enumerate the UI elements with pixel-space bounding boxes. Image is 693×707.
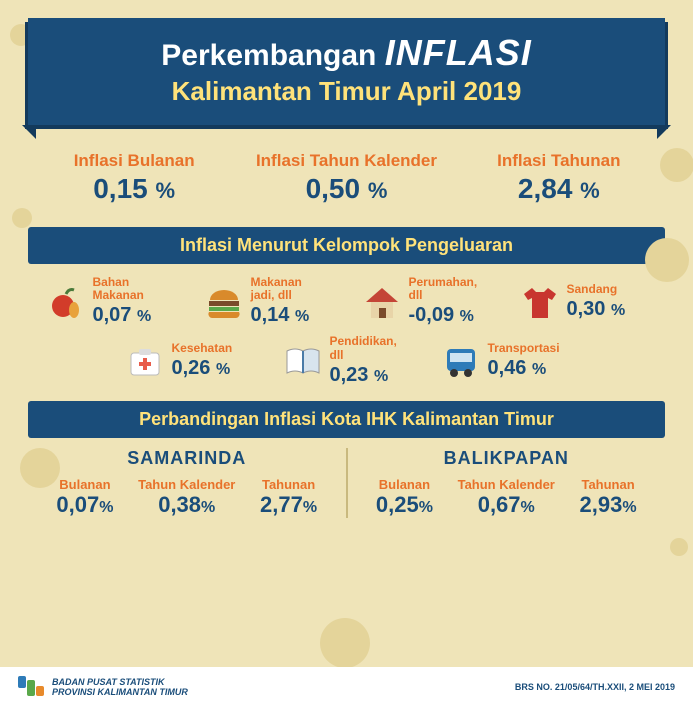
category-value: 0,30 % xyxy=(567,298,626,321)
summary-item: Inflasi Tahun Kalender0,50 % xyxy=(240,151,452,205)
categories-grid: BahanMakanan0,07 % Makananjadi, dll0,14 %… xyxy=(40,276,653,387)
bg-hole xyxy=(20,448,60,488)
city-metric-label: Tahunan xyxy=(557,477,659,492)
city-column: SAMARINDABulanan0,07%Tahun Kalender0,38%… xyxy=(28,448,346,518)
category-label: Sandang xyxy=(567,283,626,296)
city-metric-label: Tahun Kalender xyxy=(455,477,557,492)
compare-block: Perbandingan Inflasi Kota IHK Kalimantan… xyxy=(28,401,665,518)
city-metric-value: 0,38% xyxy=(136,492,238,518)
apple-icon xyxy=(45,281,87,323)
title-pre: Perkembangan xyxy=(161,39,384,72)
summary-label: Inflasi Bulanan xyxy=(28,151,240,171)
title-line2: Kalimantan Timur April 2019 xyxy=(48,76,645,107)
city-metric: Tahunan2,77% xyxy=(238,477,340,518)
section-compare-title: Perbandingan Inflasi Kota IHK Kalimantan… xyxy=(28,401,665,438)
summary-label: Inflasi Tahun Kalender xyxy=(240,151,452,171)
category-item: BahanMakanan0,07 % xyxy=(45,276,175,327)
bg-hole xyxy=(670,538,688,556)
category-item: Pendidikan,dll 0,23 % xyxy=(282,335,412,386)
city-column: BALIKPAPAN Bulanan0,25%Tahun Kalender0,67… xyxy=(346,448,666,518)
category-label: Makananjadi, dll xyxy=(251,276,310,302)
category-item: Transportasi 0,46 % xyxy=(440,335,570,386)
summary-value: 0,15 % xyxy=(28,173,240,205)
category-label: Kesehatan xyxy=(172,342,233,355)
category-label: Transportasi xyxy=(488,342,560,355)
category-item: Sandang 0,30 % xyxy=(519,276,649,327)
summary-value: 2,84 % xyxy=(453,173,665,205)
city-metric-value: 0,07% xyxy=(34,492,136,518)
city-name: SAMARINDA xyxy=(34,448,340,469)
shirt-icon xyxy=(519,281,561,323)
header-banner: Perkembangan INFLASI Kalimantan Timur Ap… xyxy=(28,18,665,125)
house-icon xyxy=(361,281,403,323)
bus-icon xyxy=(440,340,482,382)
city-metric-label: Tahunan xyxy=(238,477,340,492)
city-metric-value: 0,25% xyxy=(354,492,456,518)
summary-row: Inflasi Bulanan0,15 %Inflasi Tahun Kalen… xyxy=(28,151,665,205)
city-metric: Tahun Kalender0,38% xyxy=(136,477,238,518)
bg-hole xyxy=(660,148,693,182)
title-line1: Perkembangan INFLASI xyxy=(48,32,645,74)
city-metric: Tahunan2,93% xyxy=(557,477,659,518)
summary-value: 0,50 % xyxy=(240,173,452,205)
medkit-icon xyxy=(124,340,166,382)
book-icon xyxy=(282,340,324,382)
summary-label: Inflasi Tahunan xyxy=(453,151,665,171)
city-metric-value: 2,77% xyxy=(238,492,340,518)
footer-org: BADAN PUSAT STATISTIK PROVINSI KALIMANTA… xyxy=(52,677,188,698)
footer-org1: BADAN PUSAT STATISTIK xyxy=(52,677,188,687)
section-categories-title: Inflasi Menurut Kelompok Pengeluaran xyxy=(28,227,665,264)
bg-hole xyxy=(320,618,370,668)
category-item: Makananjadi, dll0,14 % xyxy=(203,276,333,327)
summary-item: Inflasi Tahunan2,84 % xyxy=(453,151,665,205)
footer: BADAN PUSAT STATISTIK PROVINSI KALIMANTA… xyxy=(0,667,693,707)
category-label: BahanMakanan xyxy=(93,276,152,302)
city-metric: Tahun Kalender0,67% xyxy=(455,477,557,518)
city-name: BALIKPAPAN xyxy=(354,448,660,469)
category-value: 0,26 % xyxy=(172,357,233,380)
footer-ref: BRS NO. 21/05/64/TH.XXII, 2 MEI 2019 xyxy=(515,682,675,692)
city-metric: Bulanan0,25% xyxy=(354,477,456,518)
bg-hole xyxy=(12,208,32,228)
city-metric-label: Tahun Kalender xyxy=(136,477,238,492)
category-value: 0,46 % xyxy=(488,357,560,380)
city-metric-value: 2,93% xyxy=(557,492,659,518)
bps-logo-icon xyxy=(18,676,44,698)
category-label: Pendidikan,dll xyxy=(330,335,397,361)
city-metric-value: 0,67% xyxy=(455,492,557,518)
category-item: Kesehatan 0,26 % xyxy=(124,335,254,386)
category-label: Perumahan,dll xyxy=(409,276,478,302)
footer-left: BADAN PUSAT STATISTIK PROVINSI KALIMANTA… xyxy=(18,676,188,698)
bg-hole xyxy=(645,238,689,282)
burger-icon xyxy=(203,281,245,323)
title-emph: INFLASI xyxy=(385,32,532,73)
category-value: 0,23 % xyxy=(330,364,397,387)
category-value: -0,09 % xyxy=(409,304,478,327)
category-value: 0,14 % xyxy=(251,304,310,327)
category-value: 0,07 % xyxy=(93,304,152,327)
city-metric-label: Bulanan xyxy=(354,477,456,492)
category-item: Perumahan,dll-0,09 % xyxy=(361,276,491,327)
summary-item: Inflasi Bulanan0,15 % xyxy=(28,151,240,205)
